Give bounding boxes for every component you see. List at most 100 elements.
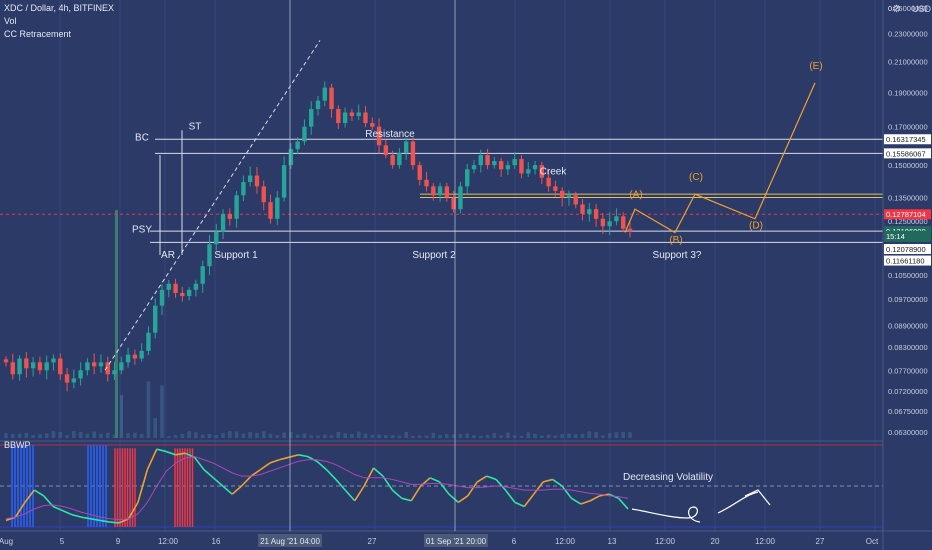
bbwp-line-segment: [269, 459, 280, 464]
annotation-label: ST: [189, 121, 202, 132]
annotation-label: Resistance: [365, 129, 415, 140]
bbwp-line-segment: [137, 469, 149, 503]
volume-bar: [492, 433, 497, 438]
candle-body: [492, 161, 497, 166]
price-tick: 0.06300000: [888, 428, 928, 437]
candle-body: [329, 87, 334, 110]
candle-body: [566, 195, 572, 198]
volume-bar: [506, 432, 510, 438]
candle-body: [600, 218, 606, 227]
candle-body: [546, 177, 551, 187]
bbwp-line-segment: [561, 485, 573, 499]
volume-bar: [445, 434, 449, 438]
candle-body: [376, 126, 382, 146]
volume-bar: [350, 433, 354, 438]
volume-bar: [356, 431, 361, 438]
symbol-title[interactable]: XDC / Dollar, 4h, BITFINEX: [4, 3, 115, 13]
bbwp-line-segment: [146, 448, 158, 470]
candle-body: [119, 362, 124, 371]
bbwp-line-segment: [250, 468, 261, 477]
candle-body: [51, 358, 56, 363]
volume-bar: [499, 435, 503, 438]
bbwp-line-segment: [325, 469, 337, 480]
volume-bar: [160, 385, 164, 438]
candle-body: [397, 153, 402, 166]
volume-spike: [115, 210, 118, 438]
bbwp-label[interactable]: BBWP: [4, 440, 31, 450]
time-tick: 9: [116, 537, 121, 546]
price-tick: 0.23000000: [888, 30, 928, 39]
volume-bar: [85, 433, 90, 438]
volume-bar: [458, 434, 463, 438]
price-tick: 0.25000000: [888, 4, 928, 13]
currency-label[interactable]: USD: [912, 4, 932, 14]
time-tick: 16: [212, 537, 221, 546]
volume-bar: [601, 435, 605, 438]
price-tick-top: 0.2: [888, 4, 898, 13]
price-level-tag: [884, 148, 931, 159]
volume-bar: [567, 433, 571, 438]
candle-body: [153, 305, 158, 333]
price-tick: 0.08300000: [888, 343, 928, 352]
time-tick: 12:00: [555, 537, 576, 546]
trend-drawings: [104, 40, 321, 371]
bbwp-line-segment: [90, 518, 101, 522]
candlestick-series: [3, 81, 633, 392]
bbwp-ma-line: [5, 455, 629, 521]
price-level-text: 0.16317345: [886, 135, 926, 144]
annotation-label: BC: [135, 133, 149, 144]
volume-bar: [112, 434, 117, 438]
volume-bars: [4, 210, 632, 438]
chart-header: XDC / Dollar, 4h, BITFINEX Vol CC Retrac…: [4, 2, 114, 41]
bbwp-line-segment: [457, 495, 469, 504]
candle-body: [132, 354, 138, 359]
volume-bar: [58, 431, 63, 438]
candle-body: [614, 216, 619, 222]
bbwp-line-segment: [542, 478, 553, 483]
candle-body: [580, 204, 585, 214]
bbwp-line-segment: [193, 456, 205, 471]
bbwp-line-segment: [24, 489, 35, 503]
bbwp-line-segment: [514, 501, 525, 508]
candle-body: [268, 202, 273, 219]
candle-body: [431, 186, 436, 196]
candle-body: [315, 100, 321, 110]
time-tick: 27: [816, 537, 825, 546]
indicator-vol-label[interactable]: Vol: [4, 16, 17, 26]
volume-bar: [370, 434, 375, 438]
candle-body: [78, 370, 83, 379]
candle-body: [125, 354, 131, 363]
price-tick: 0.13500000: [888, 194, 928, 203]
candle-body: [37, 362, 43, 371]
bbwp-line-segment: [33, 489, 45, 497]
bbwp-line-segment: [533, 481, 544, 495]
wave-label: (C): [689, 172, 703, 183]
bbwp-line-segment: [363, 467, 375, 487]
gear-icon[interactable]: ⚙: [892, 4, 901, 15]
volume-bar: [105, 432, 110, 438]
price-level-tag: [884, 255, 931, 266]
candle-body: [444, 186, 450, 198]
volume-bar: [404, 431, 408, 438]
bbwp-line-segment: [344, 489, 356, 502]
indicator-cc-label[interactable]: CC Retracement: [4, 29, 72, 39]
volume-bar: [512, 435, 517, 438]
candle-body: [342, 112, 348, 124]
candle-body: [105, 362, 110, 375]
bbwp-line-segment: [81, 516, 91, 520]
bbwp-line-segment: [203, 468, 214, 479]
volume-bar: [221, 433, 225, 438]
volume-bar: [546, 434, 551, 438]
price-tick: 0.19000000: [888, 88, 928, 97]
bbwp-line-segment: [571, 497, 582, 505]
volume-bar: [187, 431, 191, 438]
bbwp-line-segment: [373, 467, 384, 477]
volume-bar: [166, 435, 171, 438]
candle-body: [3, 359, 9, 363]
volume-bar: [275, 434, 280, 438]
bbwp-line-segment: [241, 475, 252, 487]
volume-bar: [451, 434, 456, 438]
volume-bar: [580, 433, 585, 438]
volume-bar: [44, 433, 49, 438]
